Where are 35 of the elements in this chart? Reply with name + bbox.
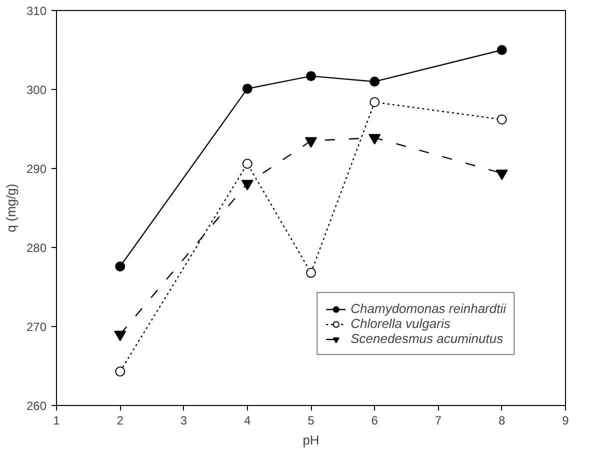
point <box>114 330 126 342</box>
legend-label: Chlorella vulgaris <box>350 316 450 331</box>
point <box>115 366 126 377</box>
x-tick-label: 3 <box>180 414 188 428</box>
point <box>370 76 380 87</box>
point <box>496 114 507 125</box>
x-tick-label: 6 <box>371 414 378 428</box>
point <box>306 268 316 278</box>
y-tick-label: 260 <box>26 399 47 413</box>
x-tick-label: 2 <box>116 414 124 428</box>
y-tick-label: 270 <box>26 320 47 334</box>
x-tick-label: 9 <box>562 414 570 428</box>
y-tick-label: 300 <box>26 83 47 97</box>
point <box>115 261 126 272</box>
point <box>306 71 316 82</box>
x-tick-label: 8 <box>498 414 506 428</box>
x-axis-title: pH <box>302 432 320 448</box>
legend-label: Scenedesmus acuminutus <box>350 331 504 346</box>
legend-label: Chamydomonas reinhardtii <box>350 301 506 316</box>
point <box>241 180 254 190</box>
point <box>370 97 380 108</box>
x-tick-label: 5 <box>308 414 315 428</box>
y-tick-label: 290 <box>26 162 47 176</box>
y-tick-label: 310 <box>26 4 47 18</box>
y-axis-title: q (mg/g) <box>3 184 18 232</box>
point <box>496 170 508 180</box>
point <box>496 45 507 55</box>
x-tick-label: 1 <box>53 414 60 428</box>
point <box>242 84 252 94</box>
point <box>242 158 252 169</box>
point <box>368 134 381 145</box>
y-tick-label: 280 <box>26 241 47 255</box>
x-tick-label: 4 <box>244 414 252 428</box>
x-tick-label: 7 <box>434 414 442 428</box>
point <box>305 137 317 148</box>
